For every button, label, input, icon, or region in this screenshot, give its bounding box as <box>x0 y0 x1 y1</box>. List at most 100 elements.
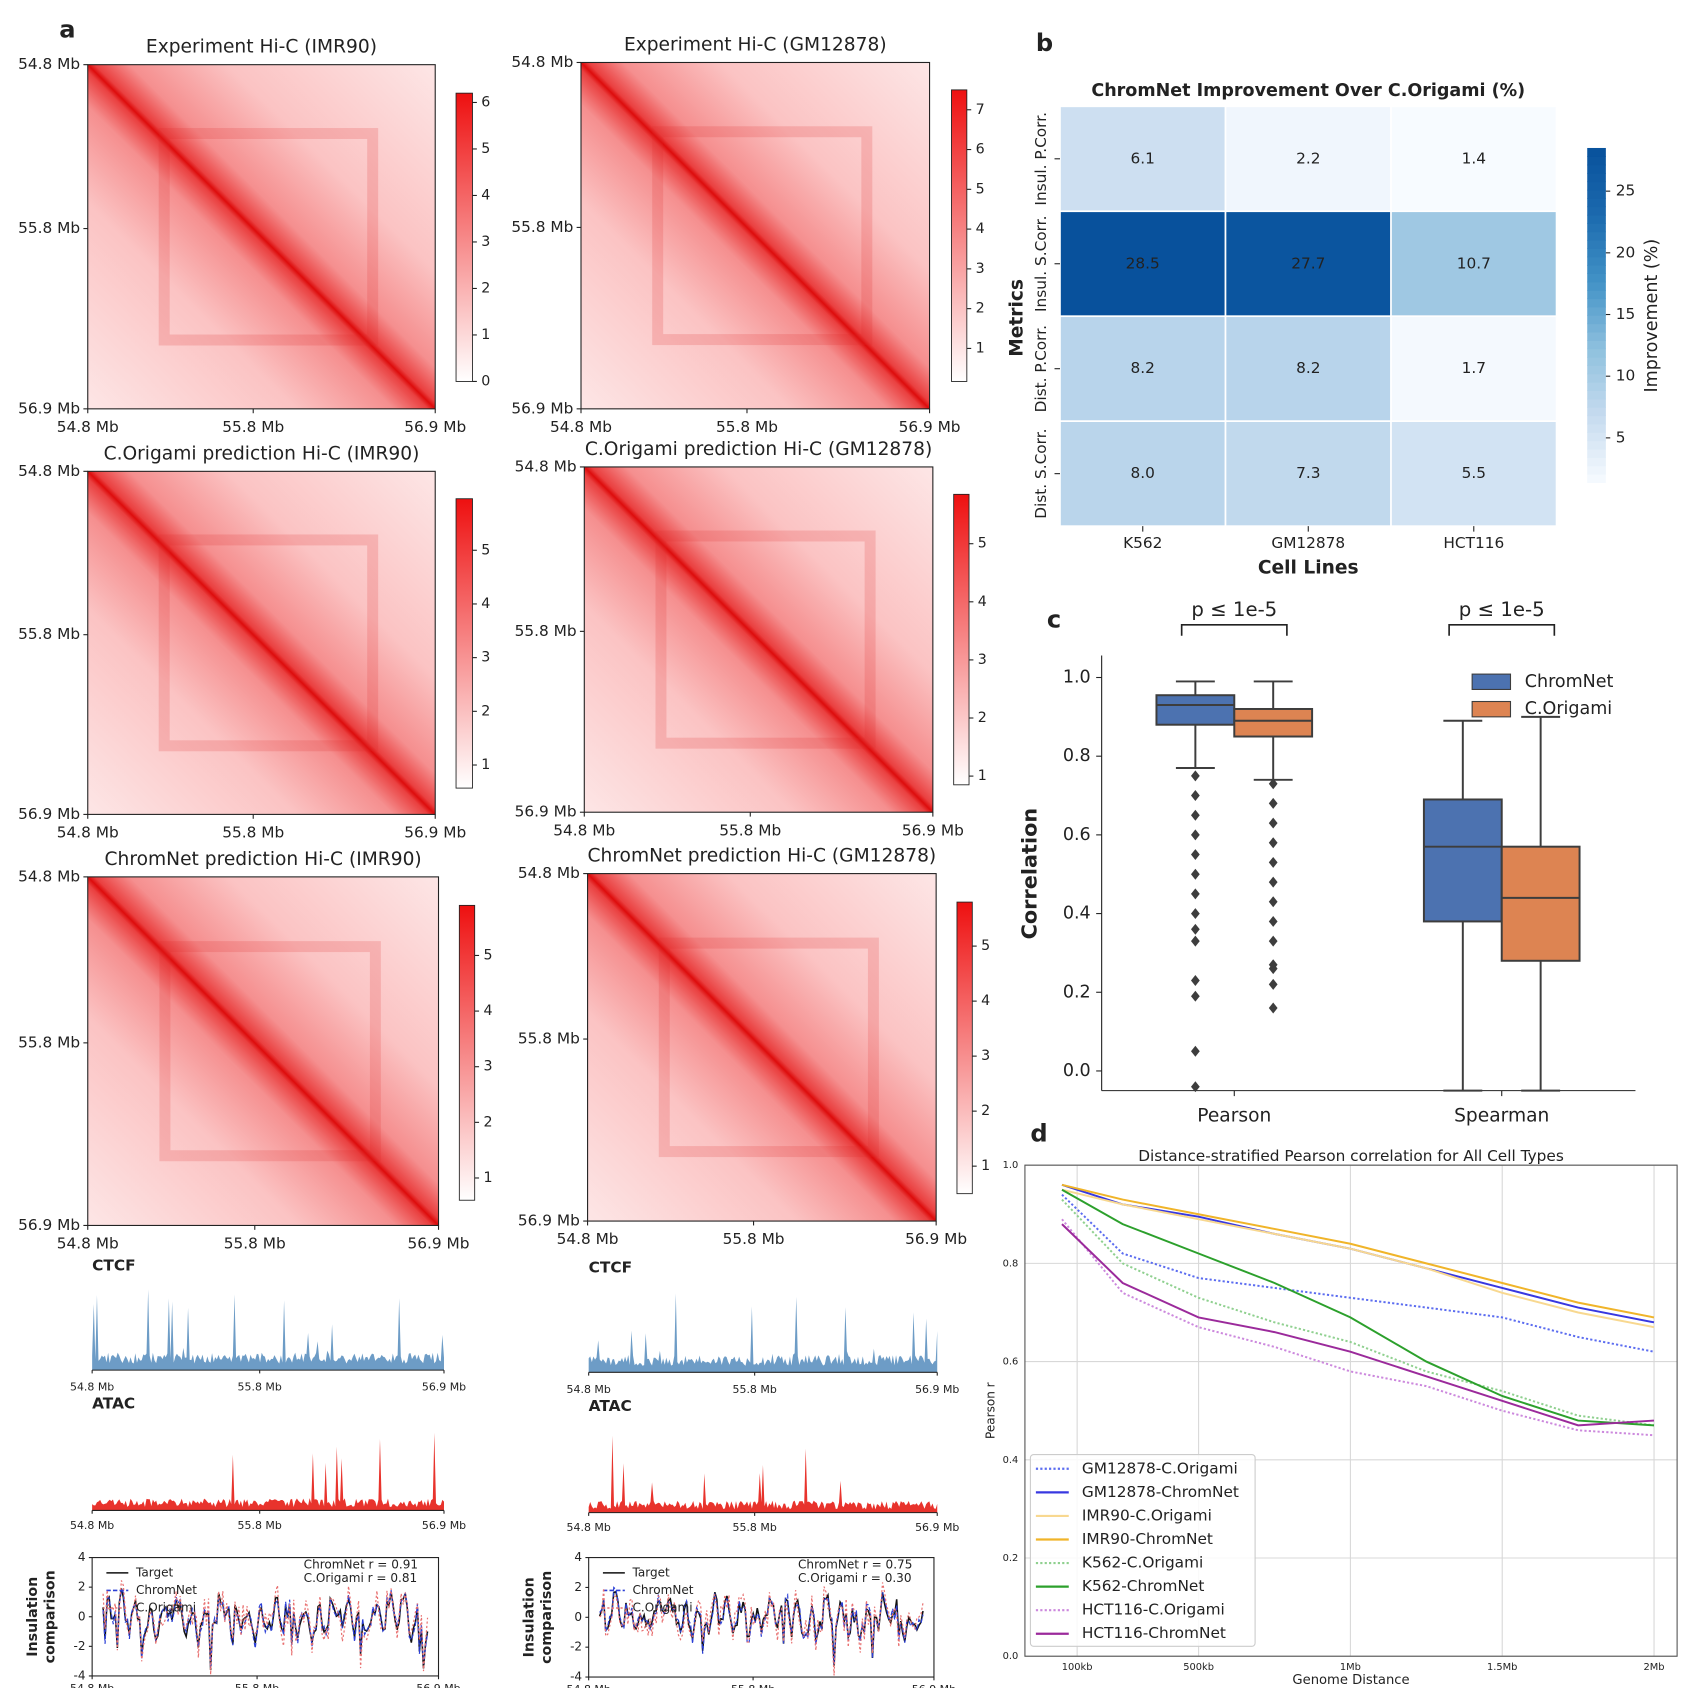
x-tick-label: 2Mb <box>1644 1662 1665 1673</box>
y-tick-label: 4 <box>78 1550 86 1564</box>
y-tick-label: Dist. P.Corr. <box>1032 325 1050 412</box>
colorbar-tick-label: 2 <box>976 301 985 317</box>
colorbar-step <box>1587 348 1606 358</box>
colorbar <box>455 498 473 789</box>
colorbar-tick-label: 1 <box>483 1170 492 1186</box>
flier <box>1268 837 1278 849</box>
colorbar-label: Improvement (%) <box>1642 239 1662 393</box>
colorbar-step <box>1587 448 1606 458</box>
colorbar-tick-label: 5 <box>483 947 492 963</box>
colorbar-tick-label: 5 <box>481 542 490 558</box>
colorbar-step <box>1587 398 1606 408</box>
track-signal <box>588 1435 938 1513</box>
x-tick-label: Spearman <box>1454 1105 1549 1126</box>
colorbar-tick-label: 1 <box>481 757 490 773</box>
colorbar-step <box>1587 457 1606 467</box>
flier <box>1190 974 1200 986</box>
track-label: CTCF <box>589 1259 632 1277</box>
colorbar-step <box>1587 156 1606 166</box>
x-tick-label: 56.9 Mb <box>912 1683 956 1688</box>
flier <box>1268 915 1278 927</box>
x-tick-label: 54.8 Mb <box>567 1521 611 1534</box>
annotation: ChromNet r = 0.75 <box>798 1558 912 1572</box>
x-tick-label: 54.8 Mb <box>553 821 615 839</box>
colorbar-tick-label: 2 <box>481 280 490 296</box>
plot-frame <box>1024 1164 1678 1657</box>
tad-box <box>652 126 873 346</box>
insulation-line <box>102 1587 429 1669</box>
flier <box>1190 935 1200 947</box>
series-line <box>1061 1198 1655 1427</box>
colorbar-tick-label: 3 <box>981 1048 990 1064</box>
x-tick-label: 56.9 Mb <box>404 824 466 842</box>
y-tick-label: -4 <box>570 1670 582 1684</box>
colorbar-step <box>1587 239 1606 249</box>
x-axis-label: Cell Lines <box>1258 557 1359 578</box>
colorbar-step <box>1587 264 1606 274</box>
x-tick-label: GM12878 <box>1271 534 1345 552</box>
x-tick-label: 500kb <box>1183 1662 1214 1673</box>
colorbar-tick-label: 4 <box>981 993 990 1009</box>
colorbar-step <box>1587 231 1606 241</box>
map-title: C.Origami prediction Hi-C (GM12878) <box>585 439 932 460</box>
colorbar-step <box>1587 340 1606 350</box>
y-tick-label: 0.6 <box>1003 1357 1019 1368</box>
hic-map <box>87 876 439 1226</box>
significance-label: p ≤ 1e-5 <box>1459 598 1545 621</box>
x-tick-label: 54.8 Mb <box>70 1381 114 1394</box>
legend-label: K562-C.Origami <box>1082 1554 1203 1572</box>
colorbar-step <box>1587 407 1606 417</box>
x-tick-label: 55.8 Mb <box>716 418 778 436</box>
x-tick-label: Pearson <box>1197 1105 1271 1126</box>
cell-label: 7.3 <box>1296 464 1320 482</box>
cell-label: 6.1 <box>1131 149 1155 167</box>
legend-label: IMR90-ChromNet <box>1082 1530 1213 1548</box>
tad-box <box>159 941 381 1162</box>
colorbar-tick-label: 5 <box>1616 428 1626 446</box>
y-tick-label: Insul. S.Corr. <box>1032 216 1050 312</box>
legend-label: HCT116-ChromNet <box>1082 1624 1226 1642</box>
colorbar-step <box>1587 281 1606 291</box>
map-title: C.Origami prediction Hi-C (IMR90) <box>104 443 420 464</box>
colorbar-tick-label: 3 <box>483 1059 492 1075</box>
colorbar-step <box>1587 440 1606 450</box>
track-label: CTCF <box>92 1257 135 1275</box>
y-tick-label: -4 <box>74 1668 86 1682</box>
x-tick-label: 55.8 Mb <box>222 418 284 436</box>
colorbar-step <box>1587 214 1606 224</box>
annotation: ChromNet r = 0.91 <box>304 1558 418 1572</box>
x-tick-label: 54.8 Mb <box>550 418 612 436</box>
legend-label: Target <box>632 1565 671 1579</box>
colorbar-step <box>1587 323 1606 333</box>
colorbar-step <box>1587 365 1606 375</box>
track-signal <box>588 1293 938 1373</box>
flier <box>1190 809 1200 821</box>
colorbar-tick-label: 0 <box>481 373 490 389</box>
box <box>1233 707 1314 738</box>
hic-map <box>581 62 930 409</box>
flier <box>1190 923 1200 935</box>
cell-label: 8.0 <box>1131 464 1155 482</box>
colorbar-tick-label: 25 <box>1616 182 1636 200</box>
panel-label: c <box>1047 605 1061 633</box>
y-tick-label: 56.9 Mb <box>18 805 80 823</box>
box <box>1500 845 1581 962</box>
colorbar-step <box>1587 173 1606 183</box>
flier <box>1268 1002 1278 1014</box>
colorbar-step <box>1587 356 1606 366</box>
colorbar-step <box>1587 432 1606 442</box>
box <box>1422 798 1503 923</box>
x-tick-label: 55.8 Mb <box>235 1682 279 1688</box>
colorbar-step <box>1587 373 1606 383</box>
flier <box>1190 990 1200 1002</box>
hic-map <box>87 64 436 409</box>
x-tick-label: 56.9 Mb <box>422 1381 466 1394</box>
cell-label: 27.7 <box>1291 254 1325 272</box>
x-tick-label: 54.8 Mb <box>70 1682 114 1688</box>
flier <box>1190 1081 1200 1093</box>
colorbar-tick-label: 3 <box>481 234 490 250</box>
x-tick-label: 56.9 Mb <box>408 1235 470 1253</box>
significance-bracket <box>1180 623 1288 636</box>
panel-label: b <box>1036 29 1053 57</box>
legend-swatch <box>1471 673 1512 690</box>
